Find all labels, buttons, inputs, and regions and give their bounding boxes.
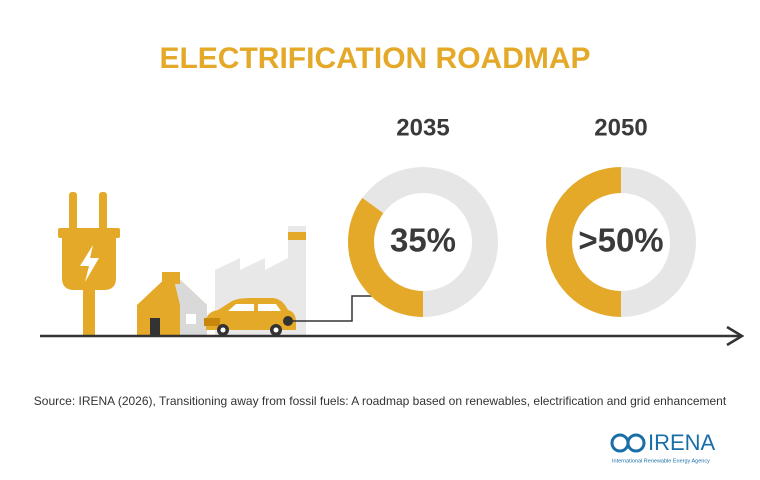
source-note: Source: IRENA (2026), Transitioning away… [34, 394, 727, 408]
donut-segment [546, 167, 621, 317]
year-label: 2035 [396, 114, 449, 141]
logo-name: IRENA [648, 430, 716, 455]
year-label: 2050 [594, 114, 647, 141]
donut-charts: 2035 35% 2050 >50% [348, 114, 696, 317]
value-label: 35% [390, 222, 456, 259]
logo-subtitle: International Renewable Energy Agency [612, 458, 710, 464]
connector-dot [283, 316, 293, 326]
car-icon [204, 298, 296, 336]
timeline-arrow [726, 325, 745, 347]
donut-segment [348, 197, 423, 317]
title: ELECTRIFICATION ROADMAP [159, 42, 590, 75]
house-icon [137, 272, 207, 335]
logo: IRENA International Renewable Energy Age… [610, 430, 716, 464]
plug-icon [58, 192, 120, 336]
value-label: >50% [578, 222, 663, 259]
